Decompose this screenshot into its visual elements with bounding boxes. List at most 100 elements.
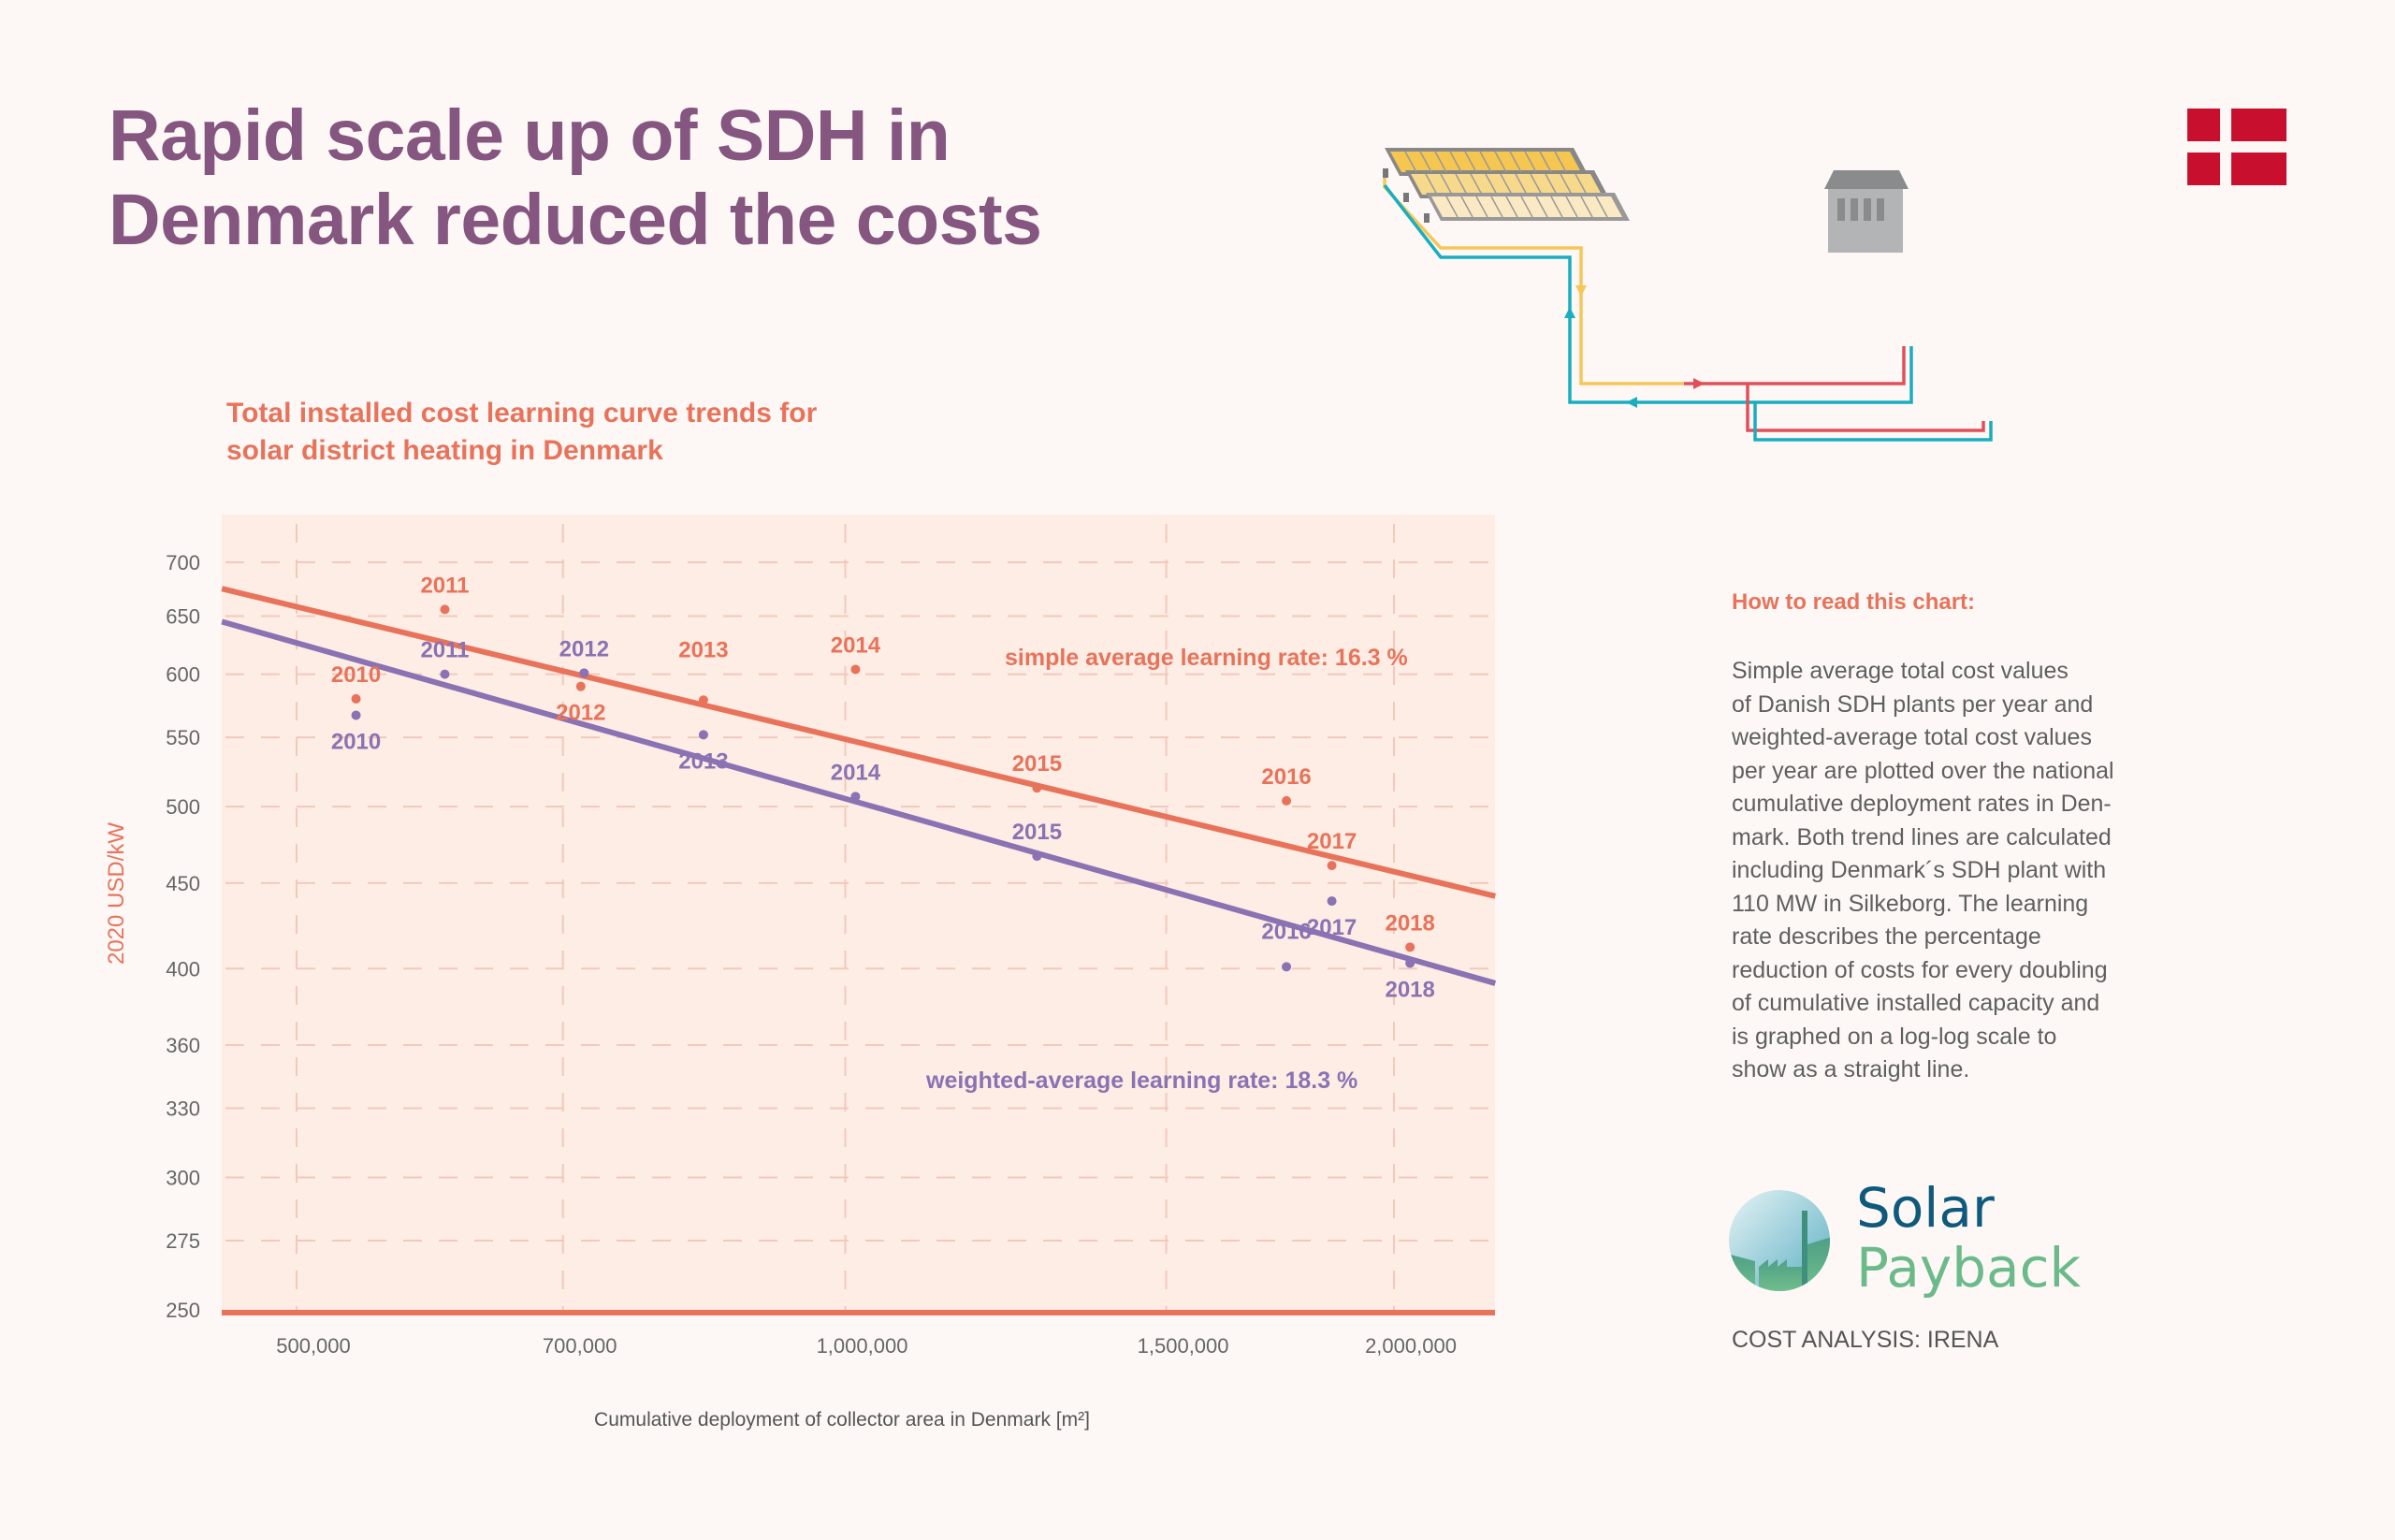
x-tick-label: 2,000,000 <box>1365 1334 1457 1358</box>
solar-district-heating-diagram-icon <box>1383 148 1993 442</box>
solar-collector-icon <box>1383 148 1630 223</box>
info-line: is graphed on a log-log scale to <box>1732 1023 2057 1050</box>
x-axis-ticks: 500,000 700,000 1,000,000 1,500,000 2,000,00… <box>276 1334 1457 1358</box>
x-tick-label: 500,000 <box>276 1334 351 1358</box>
weighted-point-2012 <box>579 668 589 678</box>
simple-point-2012 <box>575 681 586 691</box>
simple-point-2018 <box>1405 942 1415 952</box>
y-tick-label: 275 <box>166 1229 200 1253</box>
info-line: show as a straight line. <box>1732 1056 1970 1082</box>
weighted-point-2016 <box>1282 962 1292 972</box>
simple-point-label: 2012 <box>556 701 605 726</box>
simple-point-label: 2013 <box>678 637 728 662</box>
x-tick-label: 700,000 <box>543 1334 617 1358</box>
page-title-line-2: Denmark reduced the costs <box>109 180 1042 260</box>
info-line: per year are plotted over the national <box>1732 757 2114 784</box>
y-tick-label: 250 <box>166 1299 200 1322</box>
how-to-read-panel: How to read this chart: Simple average t… <box>1732 589 2143 1087</box>
weighted-point-2013 <box>698 730 708 740</box>
simple-point-label: 2015 <box>1012 751 1062 777</box>
y-tick-label: 400 <box>166 957 200 981</box>
simple-point-2011 <box>440 604 450 615</box>
info-line: mark. Both trend lines are calculated <box>1732 823 2112 850</box>
simple-point-2017 <box>1327 861 1337 871</box>
x-axis-label: Cumulative deployment of collector area … <box>594 1409 1090 1431</box>
weighted-point-label: 2017 <box>1307 915 1357 940</box>
x-tick-label: 1,500,000 <box>1138 1334 1229 1358</box>
info-line: including Denmark´s SDH plant with <box>1732 857 2107 883</box>
logo-payback-text: Payback <box>1856 1236 2082 1300</box>
simple-point-label: 2016 <box>1261 764 1311 790</box>
how-to-read-heading: How to read this chart: <box>1732 589 1976 615</box>
simple-point-label: 2011 <box>420 573 469 598</box>
house-icon <box>1824 170 1909 253</box>
weighted-point-label: 2011 <box>420 638 469 663</box>
trend-lines <box>221 586 1497 986</box>
y-axis-label: 2020 USD/kW <box>104 822 129 965</box>
x-tick-label: 1,000,000 <box>817 1334 908 1358</box>
y-tick-label: 300 <box>166 1167 200 1190</box>
weighted-point-label: 2015 <box>1012 820 1062 845</box>
y-tick-label: 600 <box>166 663 200 687</box>
pipe-network-icon <box>1383 178 1993 442</box>
info-line: reduction of costs for every doubling <box>1732 956 2108 983</box>
info-line: of cumulative installed capacity and <box>1732 990 2100 1016</box>
danish-flag-icon <box>2187 109 2286 185</box>
simple-point-label: 2017 <box>1307 829 1357 854</box>
factory-globe-logo-icon <box>1729 1190 1830 1291</box>
y-tick-label: 650 <box>166 605 200 629</box>
cost-analysis-credit: COST ANALYSIS: IRENA <box>1732 1327 1999 1353</box>
weighted-point-label: 2012 <box>559 636 609 661</box>
y-axis-ticks: 700 650 600 550 500 450 400 360 330 300 275 250 <box>166 551 200 1322</box>
weighted-point-label: 2014 <box>831 760 881 785</box>
y-tick-label: 360 <box>166 1034 200 1057</box>
simple-learning-rate-annotation: simple average learning rate: 16.3 % <box>1005 645 1408 671</box>
simple-point-2014 <box>850 664 861 675</box>
solar-payback-logo: Solar Payback <box>1727 1177 2120 1304</box>
weighted-point-label: 2016 <box>1261 919 1311 944</box>
chart-title-line-1: Total installed cost learning curve tren… <box>226 398 818 429</box>
page-title: Rapid scale up of SDH in Denmark reduced… <box>109 94 1042 262</box>
y-tick-label: 550 <box>166 726 200 749</box>
info-line: of Danish SDH plants per year and <box>1732 690 2094 718</box>
gridlines <box>225 524 1495 1310</box>
y-tick-label: 500 <box>166 795 200 819</box>
simple-point-2015 <box>1032 783 1042 793</box>
page-title-line-1: Rapid scale up of SDH in <box>109 95 951 176</box>
simple-point-2013 <box>698 695 708 705</box>
y-tick-label: 700 <box>166 551 200 574</box>
weighted-point-label: 2018 <box>1385 977 1434 1002</box>
weighted-average-trend-line <box>221 618 1497 986</box>
weighted-point-label: 2013 <box>678 748 728 774</box>
weighted-point-2017 <box>1327 896 1337 907</box>
chart-title-line-2: solar district heating in Denmark <box>226 435 663 466</box>
y-tick-label: 330 <box>166 1097 200 1121</box>
weighted-learning-rate-annotation: weighted-average learning rate: 18.3 % <box>925 1068 1357 1094</box>
weighted-point-2018 <box>1405 958 1415 968</box>
logo-solar-text: Solar <box>1856 1176 1995 1240</box>
info-line: rate describes the percentage <box>1732 923 2041 950</box>
weighted-point-2015 <box>1032 851 1042 862</box>
simple-point-2016 <box>1282 795 1292 806</box>
how-to-read-body: Simple average total cost values of Dani… <box>1732 655 2143 1087</box>
plot-background <box>222 515 1495 1315</box>
x-axis-baseline <box>222 1310 1495 1315</box>
info-line: Simple average total cost values <box>1732 658 2068 684</box>
data-points <box>351 604 1415 972</box>
simple-average-trend-line <box>221 586 1496 899</box>
simple-point-label: 2018 <box>1385 910 1434 936</box>
weighted-point-2010 <box>351 710 361 720</box>
info-line: 110 MW in Silkeborg. The learning <box>1732 890 2089 917</box>
chart-title: Total installed cost learning curve tren… <box>226 395 817 470</box>
y-tick-label: 450 <box>166 872 200 895</box>
weighted-point-2011 <box>440 669 450 679</box>
weighted-point-2014 <box>850 792 861 802</box>
weighted-point-label: 2010 <box>331 730 381 755</box>
info-line: weighted-average total cost values <box>1732 724 2092 750</box>
info-line: cumulative deployment rates in Den- <box>1732 791 2112 817</box>
simple-point-2010 <box>351 693 361 704</box>
simple-point-label: 2010 <box>331 662 381 688</box>
simple-point-label: 2014 <box>831 632 881 658</box>
